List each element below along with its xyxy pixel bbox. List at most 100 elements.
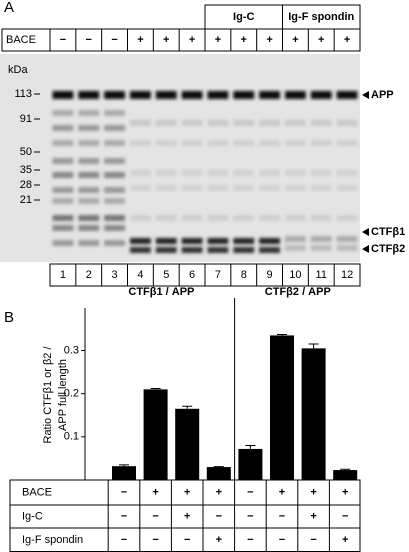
table-sign: − xyxy=(247,486,253,498)
table-sign: − xyxy=(121,534,127,546)
band xyxy=(285,236,306,242)
band xyxy=(181,238,203,244)
table-sign: − xyxy=(121,486,127,498)
table-sign: − xyxy=(247,510,253,522)
band xyxy=(310,236,332,242)
kda-label: kDa xyxy=(8,64,28,76)
y-tick-label: 0.2 xyxy=(64,388,79,400)
band xyxy=(233,140,255,146)
band xyxy=(285,245,306,251)
lane-number: 4 xyxy=(137,269,143,281)
band xyxy=(336,236,358,242)
lane-number: 10 xyxy=(289,269,301,281)
band xyxy=(336,215,358,221)
blot xyxy=(52,91,358,253)
arrow xyxy=(362,91,369,99)
bace-sign: + xyxy=(137,34,143,46)
error-bar xyxy=(182,405,193,409)
band xyxy=(78,215,100,221)
band xyxy=(207,247,229,253)
lane-number: 12 xyxy=(341,269,353,281)
error-bar xyxy=(340,468,351,471)
arrow xyxy=(362,245,369,253)
band xyxy=(207,215,229,221)
band xyxy=(259,91,280,99)
band xyxy=(78,187,100,193)
band xyxy=(259,140,280,146)
panel-label: B xyxy=(4,309,14,326)
error-bar xyxy=(245,444,256,449)
bace-row xyxy=(1,28,361,52)
band xyxy=(155,185,177,191)
band xyxy=(155,247,177,253)
band xyxy=(207,140,229,146)
band xyxy=(130,140,151,146)
band xyxy=(181,120,203,126)
table-sign: + xyxy=(310,510,316,522)
band xyxy=(336,120,358,126)
band xyxy=(78,172,100,178)
bar xyxy=(270,335,294,480)
band xyxy=(336,245,358,251)
band xyxy=(233,185,255,191)
band xyxy=(233,120,255,126)
band xyxy=(233,215,255,221)
band xyxy=(259,215,280,221)
band xyxy=(130,238,151,244)
band xyxy=(130,215,151,221)
bace-sign: + xyxy=(318,34,324,46)
band xyxy=(104,198,125,204)
band xyxy=(336,91,358,99)
band xyxy=(78,91,100,99)
bace-sign: + xyxy=(241,34,247,46)
bar xyxy=(333,470,358,480)
band xyxy=(52,140,74,146)
band xyxy=(104,240,125,246)
band xyxy=(104,110,125,116)
table-sign: + xyxy=(184,510,190,522)
lane-number: 8 xyxy=(241,269,247,281)
table-sign: + xyxy=(184,486,190,498)
group-title: CTFβ1 / APP xyxy=(128,286,194,298)
error-bar xyxy=(119,464,129,467)
band xyxy=(78,140,100,146)
band xyxy=(285,185,306,191)
marker-label: 28 xyxy=(20,179,32,191)
band xyxy=(181,170,203,176)
band xyxy=(310,185,332,191)
lane-number: 1 xyxy=(60,269,66,281)
band xyxy=(181,140,203,146)
band xyxy=(181,247,203,253)
table-sign: − xyxy=(152,534,158,546)
band xyxy=(52,125,74,131)
band xyxy=(104,125,125,131)
marker-label: 91 xyxy=(20,113,32,125)
band xyxy=(285,140,306,146)
band xyxy=(285,120,306,126)
table-sign: + xyxy=(152,486,158,498)
error-bar xyxy=(277,334,287,336)
band xyxy=(104,158,125,164)
table-sign: − xyxy=(279,534,285,546)
band xyxy=(52,110,74,116)
band xyxy=(310,170,332,176)
table-sign: − xyxy=(152,510,158,522)
table-sign: − xyxy=(247,534,253,546)
band xyxy=(130,170,151,176)
marker-label: 35 xyxy=(20,164,32,176)
band xyxy=(52,187,74,193)
lane-number: 7 xyxy=(215,269,221,281)
marker-label: 50 xyxy=(20,146,32,158)
band xyxy=(52,198,74,204)
y-axis-label: Ratio CTFβ1 or β2 / xyxy=(42,346,54,444)
band xyxy=(285,91,306,99)
band xyxy=(52,215,74,221)
band xyxy=(104,215,125,221)
band xyxy=(52,91,74,99)
bar xyxy=(301,348,326,480)
row-label: Ig-C xyxy=(22,510,43,522)
row-label: Ig-F spondin xyxy=(22,534,83,546)
band xyxy=(78,240,100,246)
